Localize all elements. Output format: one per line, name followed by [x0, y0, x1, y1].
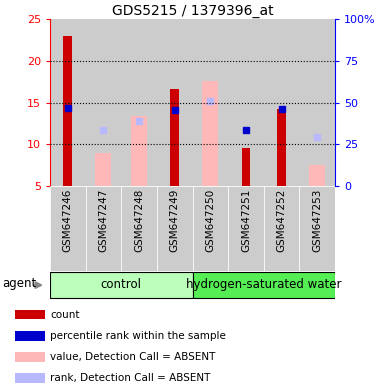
Bar [85, 19, 121, 186]
Bar [85, 186, 121, 271]
Text: value, Detection Call = ABSENT: value, Detection Call = ABSENT [50, 352, 216, 362]
Bar [121, 186, 157, 271]
Bar [15, 352, 45, 362]
Bar [131, 116, 147, 186]
Text: GSM647250: GSM647250 [205, 189, 215, 252]
Bar [50, 186, 85, 271]
Bar [95, 153, 112, 186]
Bar [228, 186, 264, 271]
Bar [264, 19, 300, 186]
Bar [300, 19, 335, 186]
Bar [50, 19, 85, 186]
Bar [264, 186, 300, 271]
Text: agent: agent [2, 277, 36, 290]
Text: rank, Detection Call = ABSENT: rank, Detection Call = ABSENT [50, 373, 211, 383]
Bar [192, 186, 228, 271]
Text: GSM647246: GSM647246 [63, 189, 73, 252]
Bar [300, 186, 335, 271]
Bar [157, 19, 192, 186]
Bar [15, 310, 45, 319]
Text: hydrogen-saturated water: hydrogen-saturated water [186, 278, 341, 291]
Text: control: control [101, 278, 142, 291]
Bar [170, 89, 179, 186]
Bar [192, 19, 228, 186]
Text: GSM647249: GSM647249 [170, 189, 180, 252]
Bar [50, 272, 192, 298]
Text: GSM647248: GSM647248 [134, 189, 144, 252]
Bar [15, 331, 45, 341]
Bar [157, 186, 192, 271]
Bar [64, 36, 72, 186]
Bar [192, 272, 335, 298]
Text: GSM647253: GSM647253 [312, 189, 322, 252]
Bar [277, 109, 286, 186]
Bar [228, 19, 264, 186]
Bar [202, 81, 218, 186]
Bar [15, 373, 45, 383]
Bar [121, 19, 157, 186]
Text: GSM647252: GSM647252 [276, 189, 286, 252]
Bar [309, 166, 325, 186]
Text: GSM647251: GSM647251 [241, 189, 251, 252]
Text: count: count [50, 310, 80, 320]
Text: percentile rank within the sample: percentile rank within the sample [50, 331, 226, 341]
Text: GSM647247: GSM647247 [99, 189, 109, 252]
Bar [241, 148, 250, 186]
Title: GDS5215 / 1379396_at: GDS5215 / 1379396_at [112, 4, 273, 18]
